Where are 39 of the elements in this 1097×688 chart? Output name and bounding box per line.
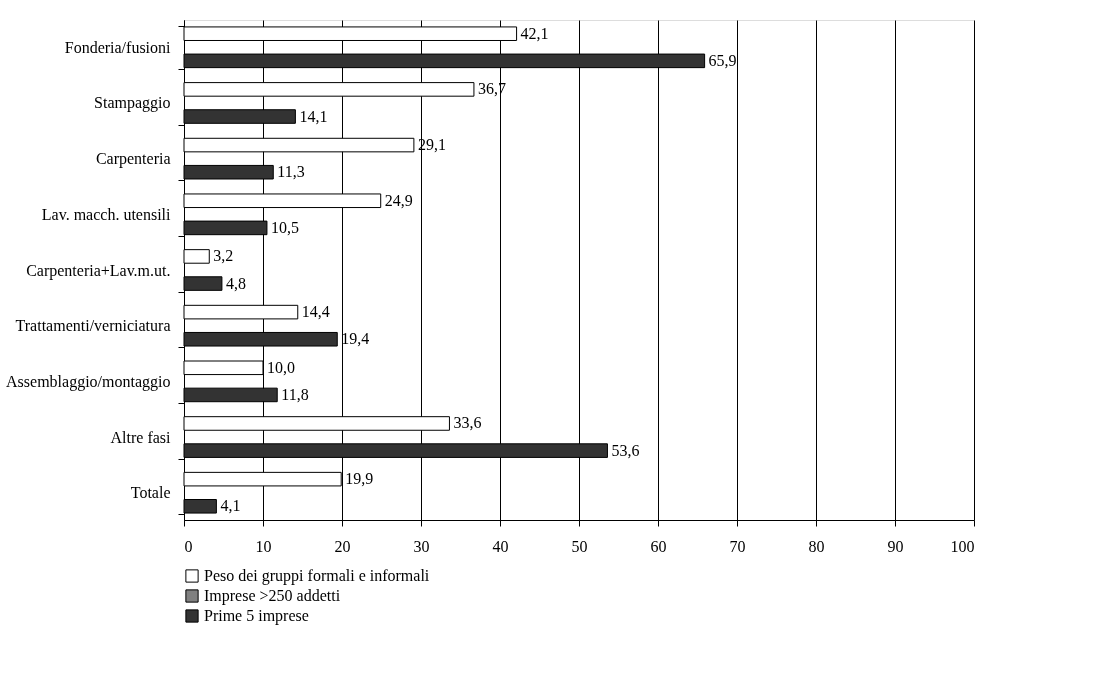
y-tick-label: Stampaggio bbox=[94, 94, 171, 113]
data-label: 24,9 bbox=[384, 191, 413, 209]
data-label: 14,1 bbox=[299, 107, 328, 125]
legend-label: Peso dei gruppi formali e informali bbox=[204, 567, 430, 585]
data-label: 11,3 bbox=[277, 163, 305, 181]
x-tick-label: 0 bbox=[184, 537, 193, 555]
x-tick-label: 50 bbox=[571, 537, 588, 555]
data-label: 4,8 bbox=[225, 274, 246, 292]
x-tick-label: 10 bbox=[255, 537, 272, 555]
x-tick-label: 80 bbox=[808, 537, 825, 555]
data-label: 3,2 bbox=[213, 247, 234, 265]
y-tick-label: Carpenteria+Lav.m.ut. bbox=[26, 261, 171, 280]
x-tick-label: 30 bbox=[413, 537, 430, 555]
x-tick-label: 90 bbox=[887, 537, 904, 555]
data-label: 19,4 bbox=[341, 330, 370, 348]
y-tick-label: Carpenteria bbox=[95, 150, 171, 169]
y-tick-label: Altre fasi bbox=[110, 428, 172, 446]
y-tick-label: Lav. macch. utensili bbox=[41, 205, 172, 223]
data-label: 53,6 bbox=[611, 441, 640, 459]
x-tick-label: 20 bbox=[334, 537, 351, 555]
x-tick-label: 40 bbox=[492, 537, 509, 555]
y-tick-label: Fonderia/fusioni bbox=[64, 38, 172, 56]
legend-label: Imprese >250 addetti bbox=[204, 587, 341, 605]
data-label: 65,9 bbox=[708, 51, 737, 69]
x-tick-label: 70 bbox=[729, 537, 746, 555]
data-label: 4,1 bbox=[220, 497, 241, 515]
x-tick-label: 100 bbox=[950, 537, 975, 555]
data-label: 19,9 bbox=[345, 470, 374, 488]
x-tick-label: 60 bbox=[650, 537, 667, 555]
data-label: 42,1 bbox=[520, 24, 549, 42]
y-tick-label: Totale bbox=[130, 484, 171, 502]
data-label: 14,4 bbox=[301, 303, 330, 321]
legend-label: Prime 5 imprese bbox=[204, 607, 309, 625]
data-label: 10,0 bbox=[267, 358, 295, 376]
data-label: 11,8 bbox=[281, 385, 309, 403]
y-tick-label: Assemblaggio/montaggio bbox=[6, 372, 171, 391]
data-label: 10,5 bbox=[270, 218, 299, 236]
data-label: 33,6 bbox=[453, 414, 482, 432]
y-tick-label: Trattamenti/verniciatura bbox=[15, 317, 171, 335]
